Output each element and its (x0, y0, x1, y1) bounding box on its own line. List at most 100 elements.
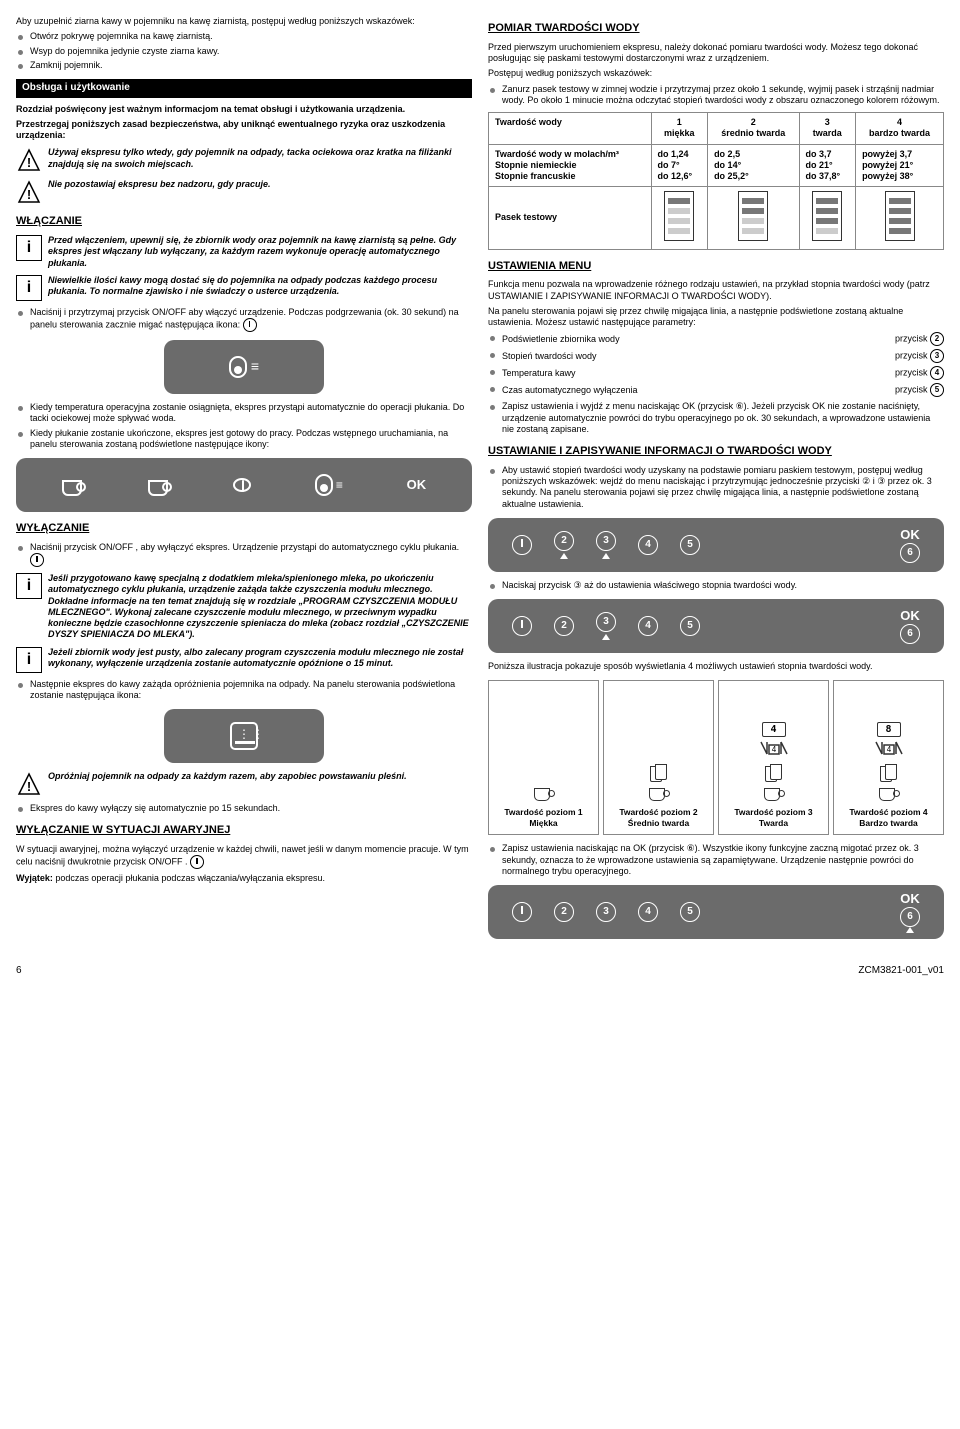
warning-icon: ! (16, 179, 42, 205)
panel-icons-row: ≡ OK (16, 458, 472, 512)
svg-text:4: 4 (771, 745, 776, 754)
bullet-final: Zapisz ustawienia naciskając na OK (przy… (488, 843, 944, 877)
button-3: 3 (596, 612, 616, 632)
final-bullets: Zapisz ustawienia naciskając na OK (przy… (488, 843, 944, 877)
panel-buttons-1: 2 3 4 5 OK6 (488, 518, 944, 572)
cup-icon (534, 785, 554, 801)
bullet-ready: Kiedy płukanie zostanie ukończone, ekspr… (16, 428, 472, 451)
button-5: 5 (680, 535, 700, 555)
warning-icon: ! (16, 771, 42, 797)
bullet-temp: Kiedy temperatura operacyjna zostanie os… (16, 402, 472, 425)
thermometer-icon (315, 474, 333, 496)
warning-2: ! Nie pozostawiaj ekspresu bez nadzoru, … (16, 179, 472, 205)
tank-icon (880, 764, 898, 782)
waste-bin-icon (230, 722, 258, 750)
heading-wlaczanie: WŁĄCZANIE (16, 215, 472, 229)
info-3: i Jeśli przygotowano kawę specjalną z do… (16, 573, 472, 641)
cup-line-icon (148, 476, 170, 494)
cup-icon (62, 476, 84, 494)
table-cell: do 1,24do 7°do 12,6° (651, 144, 708, 187)
power-icon (190, 855, 204, 869)
test-strip-cell (799, 187, 856, 249)
button-4: 4 (638, 616, 658, 636)
warning-3: ! Opróżniaj pojemnik na odpady za każdym… (16, 771, 472, 797)
info-icon: i (16, 573, 42, 599)
pomiar-p1: Przed pierwszym uruchomieniem ekspresu, … (488, 42, 944, 65)
menu-p1: Funkcja menu pozwala na wprowadzenie róż… (488, 279, 944, 302)
button-4: 4 (638, 535, 658, 555)
menu-item: Stopień twardości wodyprzycisk 3 (488, 349, 944, 363)
button-2: 2 (554, 902, 574, 922)
thermometer-icon (229, 356, 247, 378)
panel-buttons-3: 2 3 4 5 OK6 (488, 885, 944, 939)
bullet-onoff: Naciśnij i przytrzymaj przycisk ON/OFF a… (16, 307, 472, 332)
bean-icon (233, 478, 251, 492)
button-3: 3 (596, 902, 616, 922)
menu-item: Podświetlenie zbiornika wodyprzycisk 2 (488, 332, 944, 346)
table-row-label: Twardość wody w molach/m³Stopnie niemiec… (489, 144, 652, 187)
p-rozdzial: Rozdział poświęcony jest ważnym informac… (16, 104, 472, 115)
warning-icon: ! (16, 147, 42, 173)
p-przestrzegaj: Przestrzegaj poniższych zasad bezpieczeń… (16, 119, 472, 142)
wyl-bullets: Naciśnij przycisk ON/OFF , aby wyłączyć … (16, 542, 472, 567)
table-header: 3twarda (799, 113, 856, 145)
menu-p2: Na panelu sterowania pojawi się przez ch… (488, 306, 944, 329)
level-title: Twardość poziom 2 (619, 807, 697, 818)
wave-icon: 4 (759, 740, 789, 761)
button-6: 6 (900, 907, 920, 927)
bullet-off: Naciśnij przycisk ON/OFF , aby wyłączyć … (16, 542, 472, 567)
bullet-save: Zapisz ustawienia i wyjdź z menu naciska… (488, 401, 944, 435)
button-3: 3 (596, 531, 616, 551)
bullet-dip: Zanurz pasek testowy w zimnej wodzie i p… (488, 84, 944, 107)
panel-thermometer: ≡ (164, 340, 324, 394)
ok-label: OK (900, 608, 920, 624)
table-header: 4bardzo twarda (856, 113, 944, 145)
power-icon (243, 318, 257, 332)
level-subtitle: Średnio twarda (628, 818, 689, 829)
svg-text:!: ! (27, 187, 31, 202)
wyl-bullets-2: Następnie ekspres do kawy zażąda opróżni… (16, 679, 472, 702)
table-cell: powyżej 3,7powyżej 21°powyżej 38° (856, 144, 944, 187)
warning-1: ! Używaj ekspresu tylko wtedy, gdy pojem… (16, 147, 472, 173)
tank-icon (650, 764, 668, 782)
level-subtitle: Twarda (759, 818, 788, 829)
test-strip-cell (708, 187, 799, 249)
info-icon: i (16, 235, 42, 261)
section-bar-obsluga: Obsługa i użytkowanie (16, 79, 472, 98)
level-title: Twardość poziom 3 (734, 807, 812, 818)
table-header: 1miękka (651, 113, 708, 145)
tank-icon (765, 764, 783, 782)
awar-p2: Wyjątek: podczas operacji płukania podcz… (16, 873, 472, 884)
cup-icon (879, 785, 899, 801)
pomiar-p2: Postępuj według poniższych wskazówek: (488, 68, 944, 79)
hardness-table: Twardość wody1miękka2średnio twarda3twar… (488, 112, 944, 250)
power-icon (512, 616, 532, 636)
power-icon (512, 535, 532, 555)
table-header-label: Twardość wody (489, 113, 652, 145)
heading-pomiar: POMIAR TWARDOŚCI WODY (488, 22, 944, 36)
info-icon: i (16, 647, 42, 673)
wave-icon: 4 (874, 740, 904, 761)
table-cell: do 2,5do 14°do 25,2° (708, 144, 799, 187)
hardness-level-cell: Twardość poziom 1Miękka (488, 680, 599, 835)
table-header: 2średnio twarda (708, 113, 799, 145)
svg-text:!: ! (27, 779, 31, 794)
menu-items: Podświetlenie zbiornika wodyprzycisk 2 St… (488, 332, 944, 397)
svg-text:!: ! (27, 155, 31, 170)
info-icon: i (16, 275, 42, 301)
power-icon (512, 902, 532, 922)
level-title: Twardość poziom 1 (504, 807, 582, 818)
intro-text: Aby uzupełnić ziarna kawy w pojemniku na… (16, 16, 472, 27)
menu-save-bullet: Zapisz ustawienia i wyjdź z menu naciska… (488, 401, 944, 435)
lcd-icon: 8 (877, 722, 901, 737)
bullet-waste: Następnie ekspres do kawy zażąda opróżni… (16, 679, 472, 702)
button-6: 6 (900, 624, 920, 644)
info-1: i Przed włączeniem, upewnij się, że zbio… (16, 235, 472, 269)
below-p: Poniższa ilustracja pokazuje sposób wyśw… (488, 661, 944, 672)
button-5: 5 (680, 902, 700, 922)
heading-menu: USTAWIENIA MENU (488, 260, 944, 274)
hardness-level-cell: 44Twardość poziom 3Twarda (718, 680, 829, 835)
page-number: 6 (16, 965, 22, 978)
doc-code: ZCM3821-001_v01 (858, 965, 944, 978)
cup-icon (764, 785, 784, 801)
